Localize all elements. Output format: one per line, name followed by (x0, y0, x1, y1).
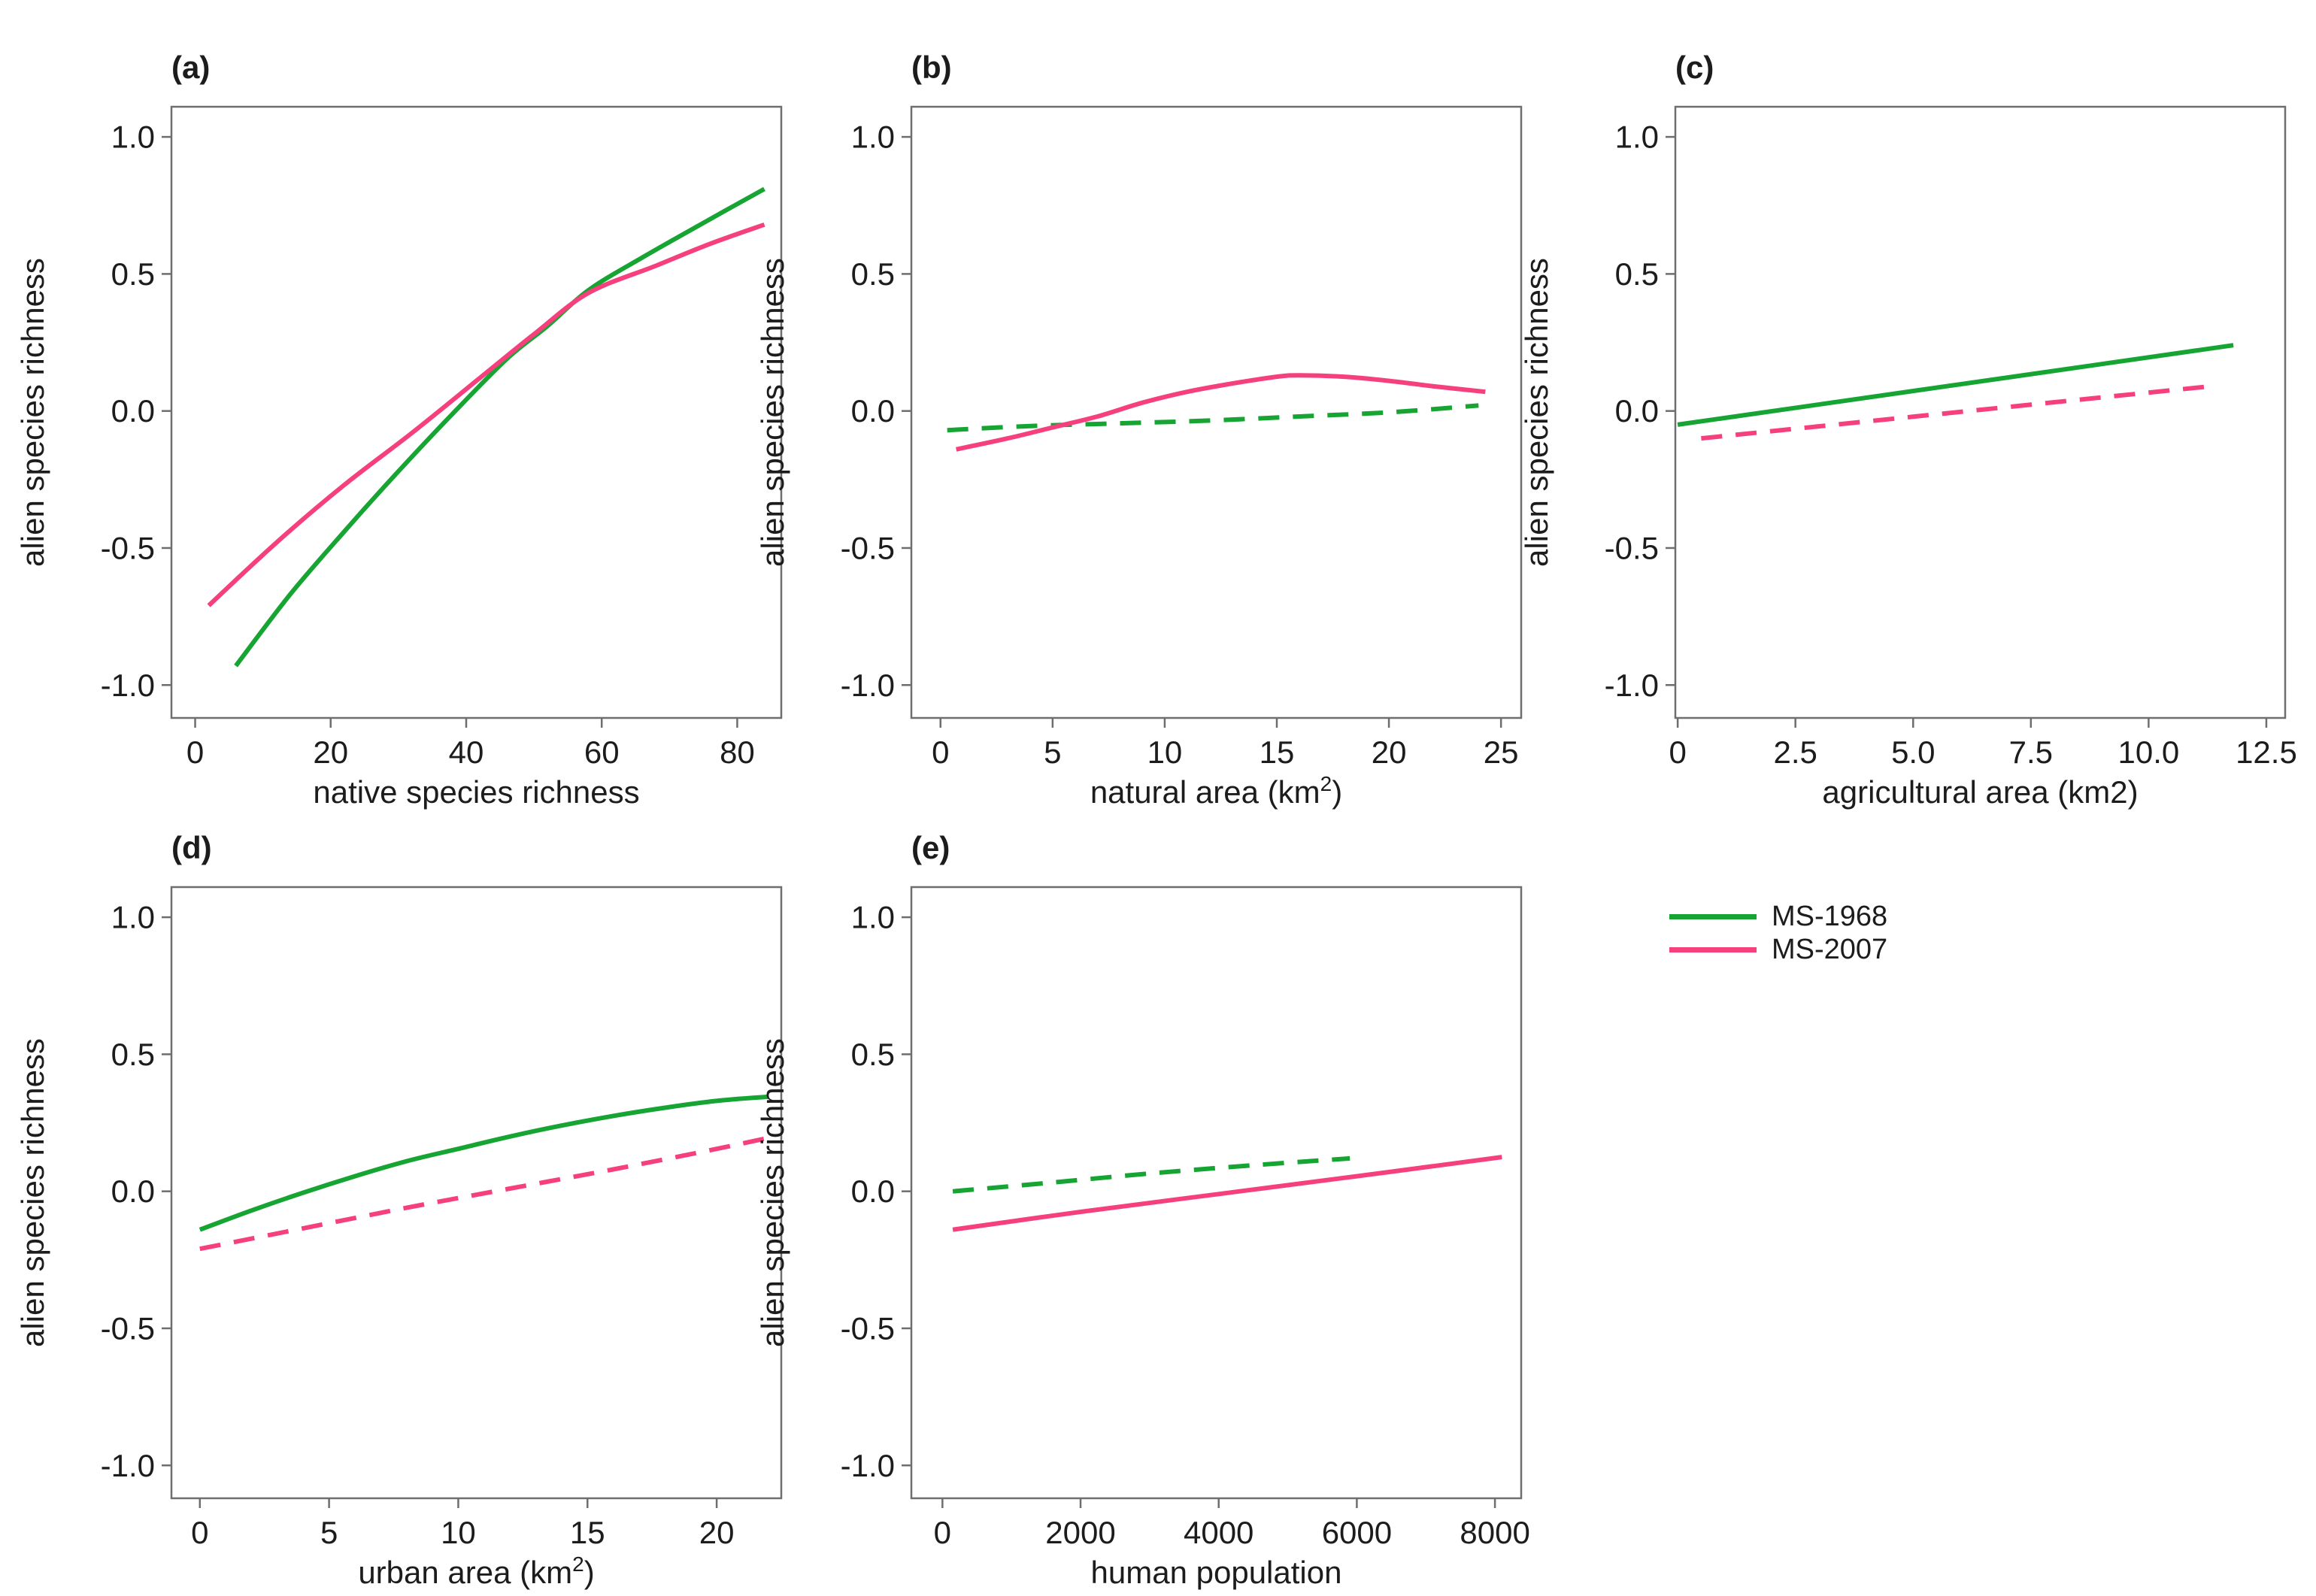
x-tick-label: 40 (449, 734, 484, 770)
legend-label-ms-1968: MS-1968 (1772, 901, 1888, 932)
x-tick-label: 6000 (1322, 1515, 1392, 1550)
series-line-ms-2007 (1701, 383, 2211, 441)
panel-d: (d) 1.0 0.5 0.0 -0.5 -1.0 0 5 10 15 20 urban area (… (14, 810, 803, 1596)
x-tick-label: 4000 (1184, 1515, 1253, 1550)
y-tick-label: -0.5 (841, 1310, 895, 1346)
panel-a-chart: (a) 1.0 0.5 0.0 -0.5 -1.0 0 20 40 60 80 native spec… (15, 50, 783, 810)
panel-c-chart: (c) 1.0 0.5 0.0 -0.5 -1.0 0 2.5 5.0 7.5 10.0 12.5 ag… (1519, 50, 2297, 810)
x-tick-label: 5 (320, 1515, 338, 1550)
x-tick-label: 60 (584, 734, 620, 770)
x-tick-label: 25 (1484, 734, 1519, 770)
plot-border (170, 886, 783, 1500)
series-line-ms-2007 (199, 1135, 769, 1252)
y-tick-label: 0.5 (851, 1037, 895, 1072)
y-tick-label: 0.5 (1615, 256, 1659, 292)
x-tick-label: 5.0 (1891, 734, 1935, 770)
series-line-ms-2007 (955, 373, 1486, 452)
panel-b-chart: (b) 1.0 0.5 0.0 -0.5 -1.0 0 5 10 15 20 25 natural ar… (755, 50, 1523, 810)
x-tick-label: 0 (934, 1515, 951, 1550)
x-tick-label: 0 (186, 734, 204, 770)
x-tick-label: 20 (699, 1515, 735, 1550)
y-tick-label: -0.5 (101, 530, 155, 565)
x-tick-label: 2000 (1045, 1515, 1115, 1550)
panel-letter: (b) (911, 50, 952, 85)
x-tick-label: 10 (1147, 734, 1183, 770)
y-tick-label: -0.5 (1605, 530, 1659, 565)
y-axis-label: alien species richness (15, 1038, 50, 1347)
y-tick-label: -1.0 (841, 1448, 895, 1483)
panel-a: (a) 1.0 0.5 0.0 -0.5 -1.0 0 20 40 60 80 native spec… (14, 30, 803, 816)
panel-letter: (a) (171, 50, 210, 85)
x-tick-label: 0 (932, 734, 949, 770)
y-axis-label: alien species richness (755, 1038, 790, 1347)
legend-line-ms-1968-icon (1669, 913, 1757, 919)
x-tick-label: 10.0 (2118, 734, 2180, 770)
x-tick-label: 2.5 (1773, 734, 1817, 770)
series-line-ms-1968 (234, 186, 765, 668)
y-tick-label: -0.5 (841, 530, 895, 565)
y-tick-label: 0.5 (111, 1037, 155, 1072)
panel-e-chart: (e) 1.0 0.5 0.0 -0.5 -1.0 0 2000 4000 6000 8000 hum… (755, 830, 1530, 1590)
y-axis-label: alien species richness (1519, 258, 1554, 567)
x-axis-label: urban area (km2) (358, 1552, 594, 1590)
y-tick-label: -1.0 (1605, 668, 1659, 703)
y-tick-label: -1.0 (841, 668, 895, 703)
y-axis-label: alien species richness (15, 258, 50, 567)
x-axis-label: natural area (km2) (1090, 772, 1342, 810)
x-tick-label: 7.5 (2009, 734, 2053, 770)
plot-border (1674, 105, 2287, 719)
panel-e: (e) 1.0 0.5 0.0 -0.5 -1.0 0 2000 4000 6000 8000 hum… (753, 810, 1543, 1596)
y-tick-label: 0.5 (111, 256, 155, 292)
x-tick-label: 20 (313, 734, 348, 770)
y-tick-label: -1.0 (101, 1448, 155, 1483)
panel-d-chart: (d) 1.0 0.5 0.0 -0.5 -1.0 0 5 10 15 20 urban area (… (15, 830, 783, 1590)
x-tick-label: 8000 (1460, 1515, 1529, 1550)
y-tick-label: 1.0 (111, 120, 155, 155)
y-tick-label: -1.0 (101, 668, 155, 703)
panel-b: (b) 1.0 0.5 0.0 -0.5 -1.0 0 5 10 15 20 25 natural ar… (753, 30, 1543, 816)
x-tick-label: 20 (1372, 734, 1407, 770)
panel-letter: (c) (1675, 50, 1714, 85)
series-line-ms-1968 (1677, 343, 2234, 427)
y-tick-label: 0.0 (111, 393, 155, 429)
series-line-ms-1968 (947, 403, 1479, 433)
y-tick-label: 0.0 (851, 1174, 895, 1209)
panel-letter: (e) (911, 830, 950, 865)
series-line-ms-2007 (952, 1155, 1502, 1232)
plot-border (910, 105, 1523, 719)
x-axis-label: native species richness (313, 774, 639, 810)
x-tick-label: 0 (1669, 734, 1686, 770)
y-tick-label: 1.0 (1615, 120, 1659, 155)
x-tick-label: 80 (720, 734, 755, 770)
panel-c: (c) 1.0 0.5 0.0 -0.5 -1.0 0 2.5 5.0 7.5 10.0 12.5 ag… (1517, 30, 2307, 816)
plot-border (910, 886, 1523, 1500)
y-tick-label: 1.0 (851, 900, 895, 935)
series-line-ms-2007 (207, 222, 765, 607)
panel-letter: (d) (171, 830, 212, 865)
y-tick-label: 0.0 (111, 1174, 155, 1209)
y-tick-label: 1.0 (111, 900, 155, 935)
y-tick-label: 0.0 (1615, 393, 1659, 429)
x-tick-label: 10 (441, 1515, 476, 1550)
y-tick-label: 0.0 (851, 393, 895, 429)
y-tick-label: 0.5 (851, 256, 895, 292)
x-tick-label: 12.5 (2236, 734, 2297, 770)
y-tick-label: 1.0 (851, 120, 895, 155)
x-axis-label: agricultural area (km2) (1822, 774, 2138, 810)
series-line-ms-1968 (199, 1094, 769, 1232)
y-axis-label: alien species richness (755, 258, 790, 567)
legend-line-ms-2007-icon (1669, 946, 1757, 952)
x-tick-label: 5 (1044, 734, 1061, 770)
plot-border (170, 105, 783, 719)
legend: MS-1968 MS-2007 (1669, 900, 1887, 966)
legend-label-ms-2007: MS-2007 (1772, 934, 1888, 965)
legend-item-ms-2007: MS-2007 (1669, 933, 1887, 966)
legend-item-ms-1968: MS-1968 (1669, 900, 1887, 933)
x-tick-label: 15 (1260, 734, 1295, 770)
x-tick-label: 15 (570, 1515, 605, 1550)
x-tick-label: 0 (191, 1515, 208, 1550)
y-tick-label: -0.5 (101, 1310, 155, 1346)
x-axis-label: human population (1091, 1555, 1342, 1590)
